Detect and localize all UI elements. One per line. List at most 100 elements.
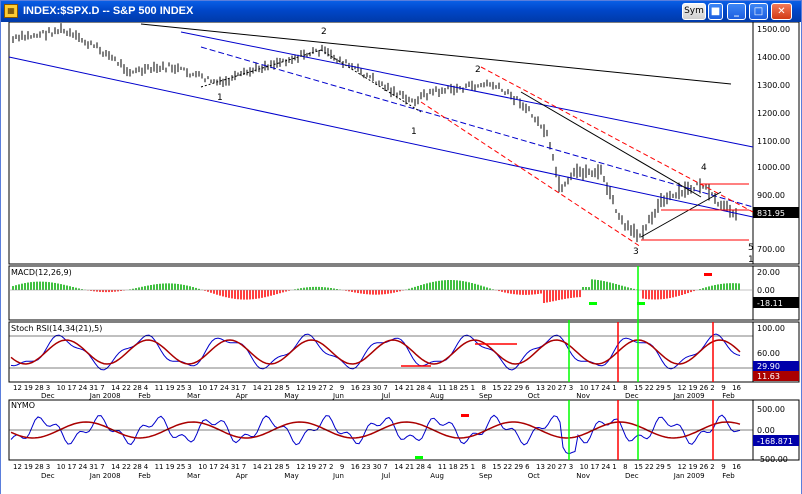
- last-price-badge: [753, 207, 799, 218]
- price-tick: 1100.00: [757, 137, 790, 146]
- x-tick-day: 20: [547, 463, 556, 471]
- x-tick-day: 6: [525, 463, 530, 471]
- x-tick-day: 28: [35, 384, 44, 392]
- price-tick: 1200.00: [757, 109, 790, 118]
- x-tick-day: 19: [166, 384, 175, 392]
- signal-lines: [401, 266, 714, 460]
- x-tick-day: 11: [438, 463, 447, 471]
- x-tick-day: 8: [482, 384, 486, 392]
- x-tick-day: 1: [471, 463, 475, 471]
- lock-icon[interactable]: ■: [708, 3, 723, 20]
- x-tick-day: 28: [416, 463, 425, 471]
- maximize-button[interactable]: □: [749, 3, 768, 20]
- x-tick-month: Aug: [430, 392, 444, 400]
- x-tick-day: 22: [122, 463, 131, 471]
- lower-channel-line: [8, 56, 754, 218]
- x-tick-day: 9: [340, 384, 344, 392]
- x-tick-day: 18: [449, 463, 458, 471]
- x-tick-day: 27: [318, 384, 327, 392]
- x-tick-day: 19: [24, 384, 33, 392]
- close-button[interactable]: ✕: [771, 3, 792, 20]
- osc-last-value: -168.871: [757, 437, 793, 446]
- x-tick-day: 16: [732, 463, 741, 471]
- window-title: INDEX:$SPX.D -- S&P 500 INDEX: [23, 5, 194, 17]
- price-tick: 1000.00: [757, 163, 790, 172]
- x-tick-day: 15: [634, 463, 643, 471]
- x-tick-day: 12: [13, 463, 22, 471]
- x-tick-day: 19: [689, 463, 698, 471]
- wave-label: 4: [701, 163, 707, 173]
- x-tick-day: 8: [482, 463, 486, 471]
- green-marker: [589, 302, 597, 305]
- x-tick-day: 17: [209, 384, 218, 392]
- x-tick-day: 29: [514, 384, 523, 392]
- x-tick-month: Dec: [625, 392, 639, 400]
- x-tick-day: 26: [699, 463, 708, 471]
- x-tick-day: 12: [678, 384, 687, 392]
- x-tick-day: 13: [536, 384, 545, 392]
- osc-tick: -500.00: [757, 455, 788, 464]
- x-tick-day: 2: [710, 384, 714, 392]
- x-tick-day: 10: [580, 384, 589, 392]
- x-tick-day: 16: [732, 384, 741, 392]
- x-tick-day: 10: [57, 463, 66, 471]
- macd-axis-labels: 20.00 0.00: [757, 268, 780, 295]
- x-tick-day: 12: [296, 384, 305, 392]
- price-tick: 1500.00: [757, 25, 790, 34]
- x-tick-day: 7: [383, 384, 387, 392]
- x-tick-day: 12: [678, 463, 687, 471]
- black-wedge-upper: [520, 91, 702, 198]
- x-tick-day: 14: [111, 384, 120, 392]
- title-bar[interactable]: ▦ INDEX:$SPX.D -- S&P 500 INDEX Sym ■ _ …: [1, 1, 801, 22]
- red-marker: [704, 273, 712, 276]
- x-tick-day: 4: [144, 384, 149, 392]
- x-tick-day: 2: [329, 463, 333, 471]
- x-tick-day: 22: [503, 384, 512, 392]
- x-tick-day: 11: [155, 384, 164, 392]
- x-tick-day: 31: [231, 463, 240, 471]
- x-tick-day: 24: [78, 463, 87, 471]
- long-resistance-line: [140, 23, 732, 85]
- rsi-tick: 60.00: [757, 349, 780, 358]
- x-tick-day: 15: [492, 384, 501, 392]
- x-tick-month: May: [284, 392, 298, 400]
- x-tick-day: 5: [667, 384, 671, 392]
- x-tick-day: 2: [710, 463, 714, 471]
- rsi-last-badge-1: [753, 361, 799, 371]
- x-tick-day: 30: [373, 384, 382, 392]
- wave-label: 2: [321, 27, 327, 37]
- price-tick: 700.00: [757, 245, 785, 254]
- minimize-button[interactable]: _: [727, 3, 746, 20]
- x-tick-month: Dec: [625, 472, 639, 480]
- chart-canvas[interactable]: 2 1 1 2 3 4 5 1 1500.00 1400.00 1300.00 …: [1, 21, 801, 494]
- macd-histogram: [12, 279, 740, 304]
- x-tick-day: 3: [569, 463, 573, 471]
- rsi-last-value-1: 29.90: [757, 362, 780, 371]
- macd-tick: 0.00: [757, 286, 775, 295]
- x-tick-month: Apr: [236, 392, 248, 400]
- x-tick-month: Mar: [187, 472, 200, 480]
- sym-button[interactable]: Sym: [682, 3, 706, 20]
- macd-panel-frame: [8, 265, 754, 321]
- x-tick-month: Jul: [381, 472, 391, 480]
- wave-label: 2: [475, 65, 481, 75]
- x-tick-day: 3: [187, 384, 191, 392]
- x-tick-day: 7: [100, 384, 104, 392]
- x-tick-day: 3: [187, 463, 191, 471]
- x-tick-day: 25: [460, 463, 469, 471]
- chart-area[interactable]: 2 1 1 2 3 4 5 1 1500.00 1400.00 1300.00 …: [1, 21, 801, 494]
- x-tick-month: Nov: [576, 472, 590, 480]
- upper-channel-line: [180, 31, 754, 148]
- x-tick-day: 22: [645, 463, 654, 471]
- x-tick-day: 29: [514, 463, 523, 471]
- x-tick-day: 13: [536, 463, 545, 471]
- x-tick-day: 5: [667, 463, 671, 471]
- x-tick-day: 9: [721, 384, 725, 392]
- x-tick-day: 19: [307, 463, 316, 471]
- x-tick-day: 22: [503, 463, 512, 471]
- x-tick-day: 23: [362, 384, 371, 392]
- x-tick-day: 1: [612, 384, 616, 392]
- x-tick-day: 9: [721, 463, 725, 471]
- x-tick-day: 27: [318, 463, 327, 471]
- x-tick-month: Sep: [479, 392, 493, 400]
